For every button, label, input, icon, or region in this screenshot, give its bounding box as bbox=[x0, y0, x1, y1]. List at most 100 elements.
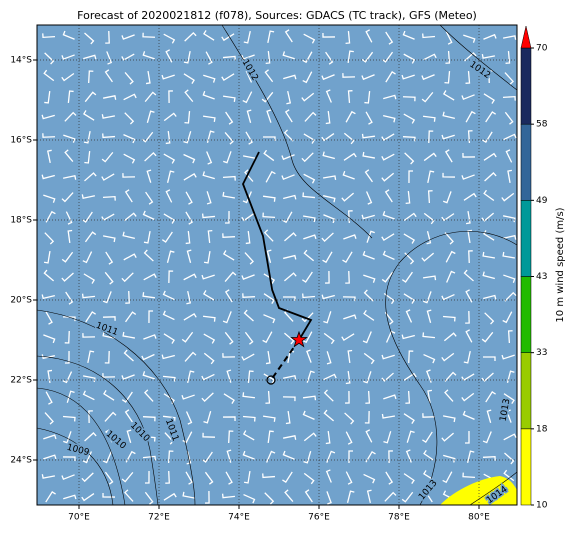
barb bbox=[364, 410, 370, 424]
barb bbox=[325, 110, 331, 125]
barb bbox=[202, 432, 216, 438]
barb bbox=[504, 291, 517, 302]
barb bbox=[262, 195, 276, 202]
barb bbox=[466, 450, 475, 463]
barb bbox=[443, 454, 456, 463]
barb bbox=[41, 174, 55, 180]
barb bbox=[403, 293, 415, 304]
barb bbox=[365, 111, 373, 125]
barb bbox=[504, 111, 514, 125]
barb bbox=[165, 470, 170, 484]
barb bbox=[422, 413, 436, 418]
barb bbox=[403, 413, 415, 424]
barb bbox=[483, 152, 497, 161]
barb bbox=[284, 29, 293, 43]
barb bbox=[384, 311, 394, 325]
barb bbox=[481, 212, 495, 222]
barb bbox=[347, 50, 354, 64]
barb bbox=[408, 170, 414, 184]
barb bbox=[423, 212, 435, 225]
barb bbox=[402, 30, 415, 40]
barb bbox=[423, 53, 437, 61]
wind-patch bbox=[440, 476, 517, 505]
barb bbox=[423, 449, 435, 461]
barb bbox=[45, 210, 56, 223]
colorbar-tick-label: 10 bbox=[536, 501, 548, 511]
barb bbox=[124, 489, 134, 502]
barb bbox=[125, 290, 130, 304]
barb bbox=[507, 330, 513, 344]
barb bbox=[427, 389, 433, 404]
barb bbox=[404, 152, 415, 165]
barb bbox=[403, 473, 415, 485]
barb bbox=[483, 189, 495, 202]
barb bbox=[384, 189, 393, 203]
barb bbox=[422, 115, 436, 122]
barb bbox=[143, 273, 157, 281]
barb bbox=[105, 251, 114, 265]
barb bbox=[283, 254, 297, 260]
barb bbox=[461, 392, 475, 402]
barb bbox=[225, 111, 234, 125]
barb bbox=[162, 375, 176, 382]
barb bbox=[423, 470, 435, 481]
barb bbox=[503, 133, 517, 141]
barb bbox=[465, 289, 473, 303]
barb bbox=[444, 70, 451, 84]
barb bbox=[264, 492, 275, 505]
barb bbox=[88, 410, 93, 424]
barb bbox=[303, 33, 316, 44]
barb bbox=[347, 210, 353, 224]
barb bbox=[242, 415, 256, 422]
barb bbox=[444, 389, 454, 402]
barb bbox=[462, 410, 475, 420]
barb bbox=[83, 54, 97, 60]
barb bbox=[321, 294, 335, 300]
barb bbox=[465, 329, 473, 343]
colorbar: 10 18 33 43 49 58 70 bbox=[520, 25, 548, 511]
barb bbox=[342, 251, 353, 264]
barb bbox=[63, 431, 72, 444]
barb bbox=[482, 251, 496, 259]
barb bbox=[485, 111, 497, 123]
barb bbox=[383, 114, 396, 123]
barb bbox=[423, 152, 437, 162]
barb bbox=[121, 272, 134, 283]
barb bbox=[224, 132, 234, 145]
barb bbox=[243, 309, 254, 322]
barb bbox=[481, 54, 496, 59]
barb bbox=[343, 234, 357, 240]
barb bbox=[503, 234, 517, 240]
barb bbox=[228, 430, 234, 444]
barb bbox=[383, 431, 392, 444]
barb bbox=[61, 72, 75, 82]
barb bbox=[282, 471, 293, 483]
barb bbox=[283, 129, 294, 142]
barb bbox=[403, 53, 416, 64]
barb bbox=[104, 471, 114, 485]
barb bbox=[143, 230, 151, 244]
barb bbox=[443, 332, 457, 342]
barb bbox=[62, 30, 75, 40]
barb bbox=[345, 370, 351, 385]
barb bbox=[165, 49, 173, 63]
barb bbox=[145, 70, 151, 85]
colorbar-segment bbox=[520, 428, 532, 506]
barb bbox=[504, 452, 515, 465]
barb bbox=[161, 231, 173, 243]
barb bbox=[322, 33, 336, 38]
barb bbox=[245, 131, 253, 145]
barb bbox=[202, 290, 215, 301]
barb bbox=[242, 450, 255, 460]
barb bbox=[103, 390, 115, 401]
barb bbox=[183, 73, 195, 84]
barb bbox=[183, 153, 196, 164]
barb bbox=[242, 191, 252, 204]
barb bbox=[303, 234, 317, 240]
barb bbox=[365, 429, 373, 443]
y-tick-label: 20°S bbox=[10, 296, 32, 306]
barb bbox=[483, 33, 497, 40]
isobar bbox=[36, 427, 114, 506]
barb bbox=[501, 192, 515, 202]
barb bbox=[446, 270, 456, 283]
